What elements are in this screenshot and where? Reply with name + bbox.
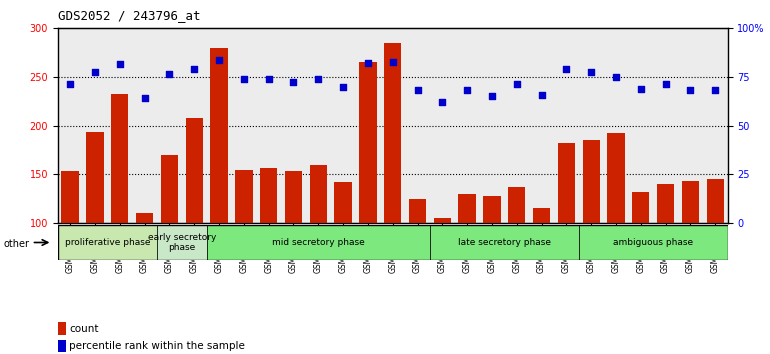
Point	[362, 61, 374, 66]
Bar	[356, 28, 380, 223]
Bar	[310, 165, 327, 223]
Point	[561, 67, 573, 72]
Bar	[529, 28, 554, 223]
Text: late secretory phase: late secretory phase	[458, 238, 551, 247]
Bar	[58, 340, 66, 352]
Point	[312, 76, 324, 82]
Bar	[58, 322, 66, 335]
Bar	[206, 28, 232, 223]
Point	[89, 69, 101, 75]
Point	[709, 87, 721, 92]
Bar	[504, 28, 529, 223]
Text: count: count	[69, 324, 99, 333]
Bar	[430, 28, 455, 223]
Point	[634, 86, 647, 92]
Bar	[132, 28, 157, 223]
Bar	[681, 181, 699, 223]
Bar	[86, 131, 104, 223]
Point	[163, 71, 176, 77]
Point	[337, 84, 350, 90]
Point	[535, 92, 547, 97]
Bar	[604, 28, 628, 223]
Bar	[235, 170, 253, 223]
Bar	[455, 28, 480, 223]
Bar	[579, 225, 728, 260]
Bar	[458, 194, 476, 223]
Bar	[484, 196, 500, 223]
Text: proliferative phase: proliferative phase	[65, 238, 150, 247]
Bar	[405, 28, 430, 223]
Bar	[430, 225, 579, 260]
Point	[486, 93, 498, 99]
Bar	[409, 199, 427, 223]
Bar	[608, 133, 624, 223]
Bar	[256, 28, 281, 223]
Point	[511, 81, 523, 87]
Point	[287, 79, 300, 85]
Bar	[632, 192, 649, 223]
Bar	[334, 182, 352, 223]
Bar	[579, 28, 604, 223]
Bar	[281, 28, 306, 223]
Text: ambiguous phase: ambiguous phase	[613, 238, 693, 247]
Text: other: other	[4, 239, 30, 249]
Bar	[107, 28, 132, 223]
Bar	[384, 43, 401, 223]
Bar	[285, 171, 302, 223]
Point	[461, 87, 474, 92]
Bar	[206, 225, 430, 260]
Point	[685, 87, 697, 92]
Point	[610, 74, 622, 80]
Bar	[111, 93, 129, 223]
Text: percentile rank within the sample: percentile rank within the sample	[69, 341, 245, 351]
Text: early secretory
phase: early secretory phase	[148, 233, 216, 252]
Bar	[359, 62, 377, 223]
Point	[387, 59, 399, 65]
Bar	[628, 28, 653, 223]
Text: mid secretory phase: mid secretory phase	[272, 238, 365, 247]
Bar	[157, 225, 206, 260]
Bar	[62, 171, 79, 223]
Bar	[232, 28, 256, 223]
Bar	[434, 218, 451, 223]
Bar	[380, 28, 405, 223]
Bar	[82, 28, 107, 223]
Point	[263, 76, 275, 82]
Point	[411, 87, 424, 92]
Bar	[508, 187, 525, 223]
Bar	[533, 209, 551, 223]
Bar	[182, 28, 206, 223]
Point	[659, 81, 671, 87]
Text: GDS2052 / 243796_at: GDS2052 / 243796_at	[58, 9, 200, 22]
Bar	[554, 28, 579, 223]
Point	[114, 62, 126, 67]
Bar	[306, 28, 330, 223]
Bar	[582, 140, 600, 223]
Point	[213, 58, 225, 63]
Point	[64, 81, 76, 87]
Bar	[557, 143, 575, 223]
Bar	[161, 155, 178, 223]
Bar	[653, 28, 678, 223]
Bar	[480, 28, 504, 223]
Bar	[157, 28, 182, 223]
Bar	[136, 213, 153, 223]
Point	[139, 96, 151, 101]
Bar	[260, 167, 277, 223]
Bar	[58, 225, 157, 260]
Bar	[678, 28, 703, 223]
Bar	[186, 118, 203, 223]
Point	[436, 99, 448, 105]
Bar	[210, 48, 228, 223]
Bar	[58, 28, 82, 223]
Bar	[330, 28, 356, 223]
Bar	[707, 179, 724, 223]
Point	[188, 67, 200, 72]
Point	[238, 76, 250, 82]
Bar	[657, 184, 675, 223]
Bar	[703, 28, 728, 223]
Point	[585, 69, 598, 75]
